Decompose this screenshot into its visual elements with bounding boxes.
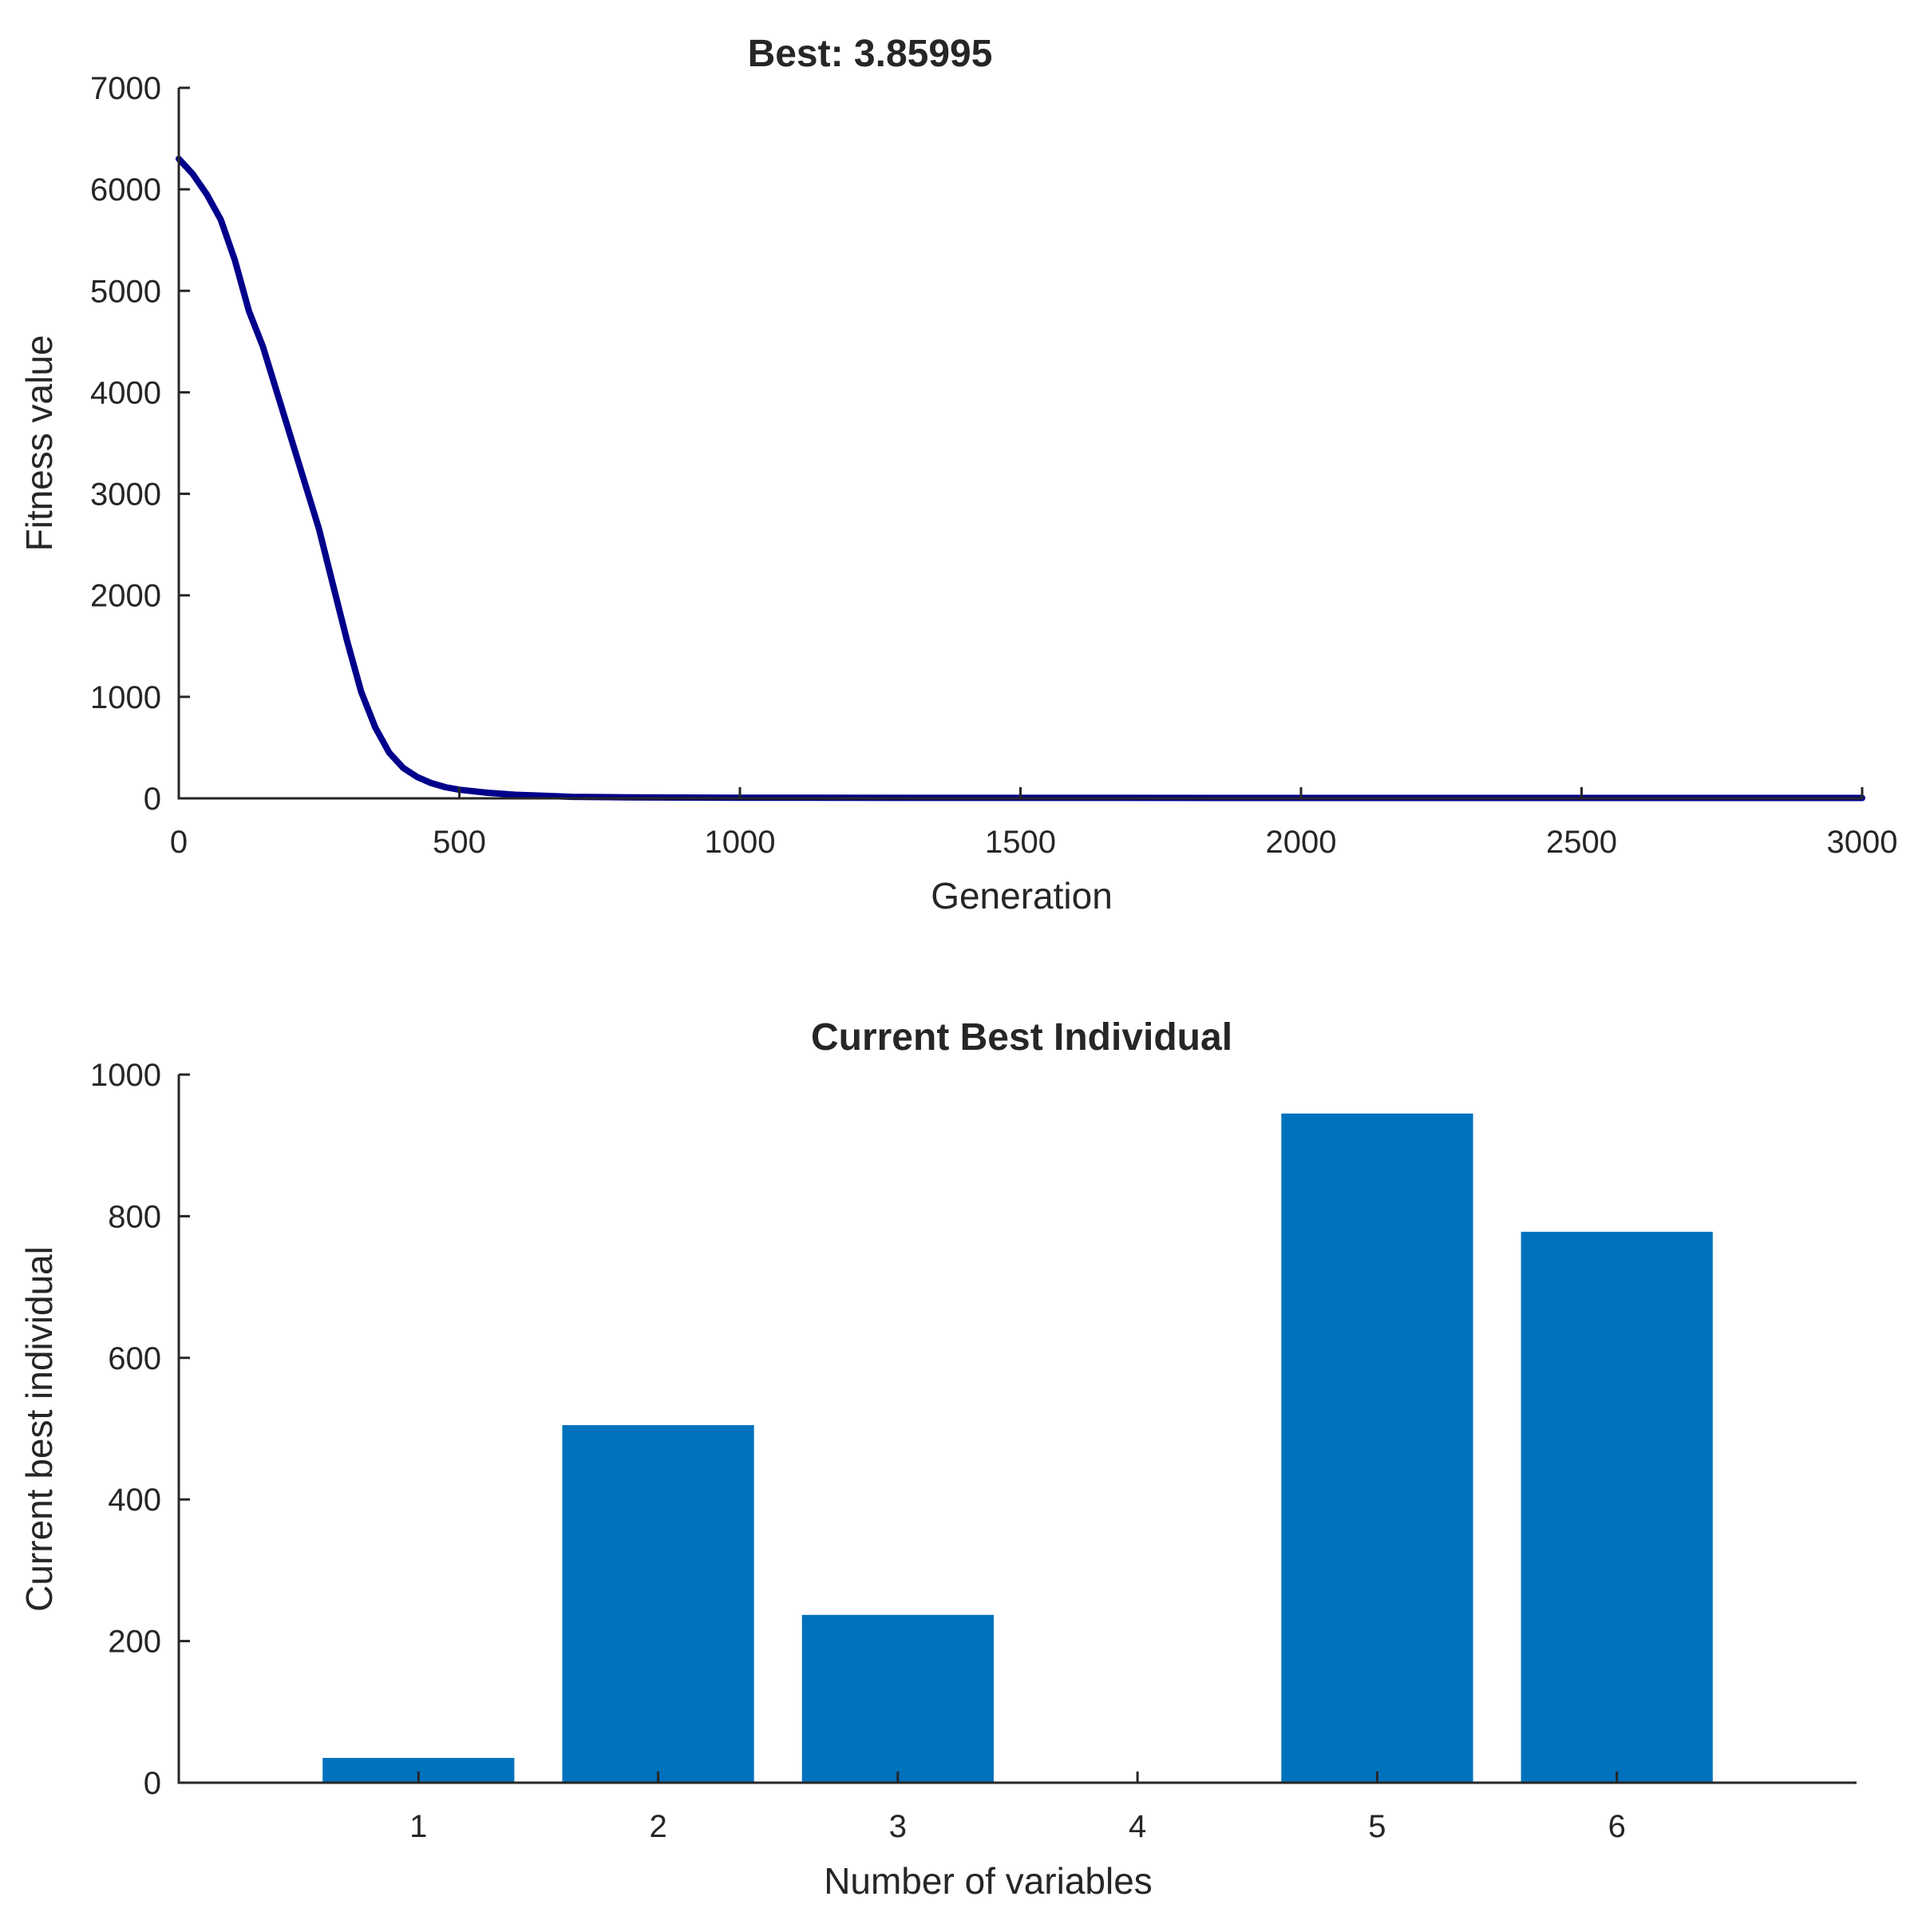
- plot-2-y-tick-label: 800: [108, 1199, 161, 1234]
- plot-2-x-tick-label: 6: [1608, 1809, 1626, 1844]
- plot-2-title: Current Best Individual: [811, 1016, 1232, 1059]
- plot-2-x-ticks: 1 2 3 4 5 6: [409, 1772, 1626, 1844]
- plot-1-title: Best: 3.85995: [748, 33, 993, 75]
- bar-variable-6: [1521, 1231, 1713, 1783]
- bar-variable-5: [1281, 1113, 1473, 1783]
- plot-1-x-tick-label: 500: [433, 825, 486, 860]
- plot-2-y-tick-label: 400: [108, 1483, 161, 1518]
- plot-2-x-axis-label: Number of variables: [824, 1860, 1153, 1902]
- plot-1-axes: [177, 88, 1862, 800]
- plot-1-x-tick-label: 3000: [1827, 825, 1898, 860]
- plot-2-x-tick-label: 4: [1129, 1809, 1146, 1844]
- plot-1-y-tick-label: 0: [144, 782, 161, 817]
- plot-2-y-axis-label: Current best individual: [18, 1246, 60, 1612]
- plot-1-y-tick-label: 2000: [90, 579, 161, 614]
- fitness-line-plot: Best: 3.85995 0 500 1000 1500 2000 2500 3000 0…: [18, 33, 1897, 917]
- plot-2-marks: [322, 1113, 1713, 1783]
- plot-1-x-tick-label: 0: [170, 825, 188, 860]
- plot-2-y-tick-label: 0: [144, 1766, 161, 1801]
- plot-1-x-tick-label: 2500: [1546, 825, 1617, 860]
- plot-1-y-tick-label: 1000: [90, 680, 161, 715]
- plot-2-x-tick-label: 3: [889, 1809, 907, 1844]
- plot-2-x-tick-label: 5: [1368, 1809, 1386, 1844]
- plot-1-marks: [176, 156, 1865, 802]
- plot-2-y-tick-label: 600: [108, 1341, 161, 1376]
- plot-1-y-tick-label: 6000: [90, 172, 161, 208]
- plot-2-y-tick-label: 200: [108, 1625, 161, 1660]
- plot-1-y-tick-label: 4000: [90, 375, 161, 410]
- plot-2-axes: [177, 1075, 1857, 1784]
- plot-1-y-tick-label: 7000: [90, 71, 161, 106]
- plot-1-x-axis-label: Generation: [931, 875, 1113, 917]
- plot-2-y-ticks: 0 200 400 600 800 1000: [90, 1058, 190, 1801]
- plot-1-y-axis-label: Fitness value: [18, 335, 60, 551]
- fitness-series-line: [176, 156, 1865, 802]
- plot-2-x-tick-label: 2: [649, 1809, 666, 1844]
- plot-1-y-ticks: 0 1000 2000 3000 4000 5000 6000 7000: [90, 71, 190, 817]
- plot-1-y-tick-label: 3000: [90, 477, 161, 513]
- plot-2-y-tick-label: 1000: [90, 1058, 161, 1093]
- plot-1-y-tick-label: 5000: [90, 274, 161, 309]
- bar-variable-2: [562, 1425, 754, 1783]
- plot-1-x-tick-label: 1500: [985, 825, 1056, 860]
- individual-bar-plot: Current Best Individual 1 2 3 4 5 6 0 200 400 60…: [18, 1016, 1857, 1902]
- bar-variable-3: [801, 1614, 994, 1783]
- plot-1-x-tick-label: 2000: [1266, 825, 1337, 860]
- plot-2-x-tick-label: 1: [409, 1809, 427, 1844]
- plot-1-x-tick-label: 1000: [705, 825, 776, 860]
- plot-1-x-ticks: 0 500 1000 1500 2000 2500 3000: [170, 787, 1898, 860]
